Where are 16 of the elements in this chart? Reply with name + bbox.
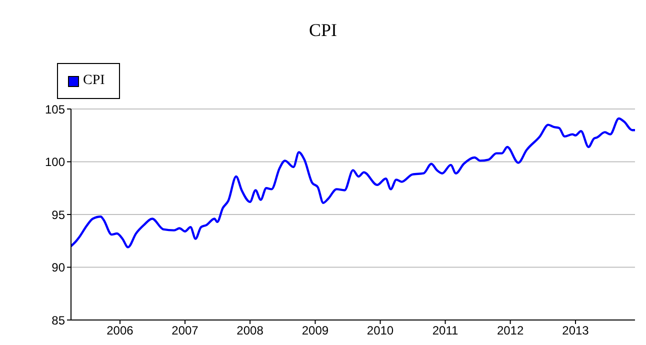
x-tick-label: 2010 (366, 324, 394, 338)
x-tick-label: 2011 (432, 324, 459, 338)
y-tick-label: 90 (52, 260, 66, 275)
y-tick-label: 85 (52, 313, 66, 328)
y-tick-label: 100 (44, 155, 66, 170)
x-tick-label: 2006 (106, 324, 134, 338)
x-tick-label: 2009 (302, 324, 329, 338)
x-tick-label: 2008 (236, 324, 264, 338)
line-series (71, 117, 635, 248)
y-tick-label: 95 (52, 208, 66, 222)
x-tick-label: 2007 (172, 324, 199, 338)
x-tick-label: 2013 (562, 324, 590, 338)
chart-title: CPI (308, 20, 338, 41)
x-tick-label: 2012 (496, 324, 524, 338)
y-tick-label: 105 (44, 102, 66, 116)
legend-label: CPI (83, 73, 105, 89)
